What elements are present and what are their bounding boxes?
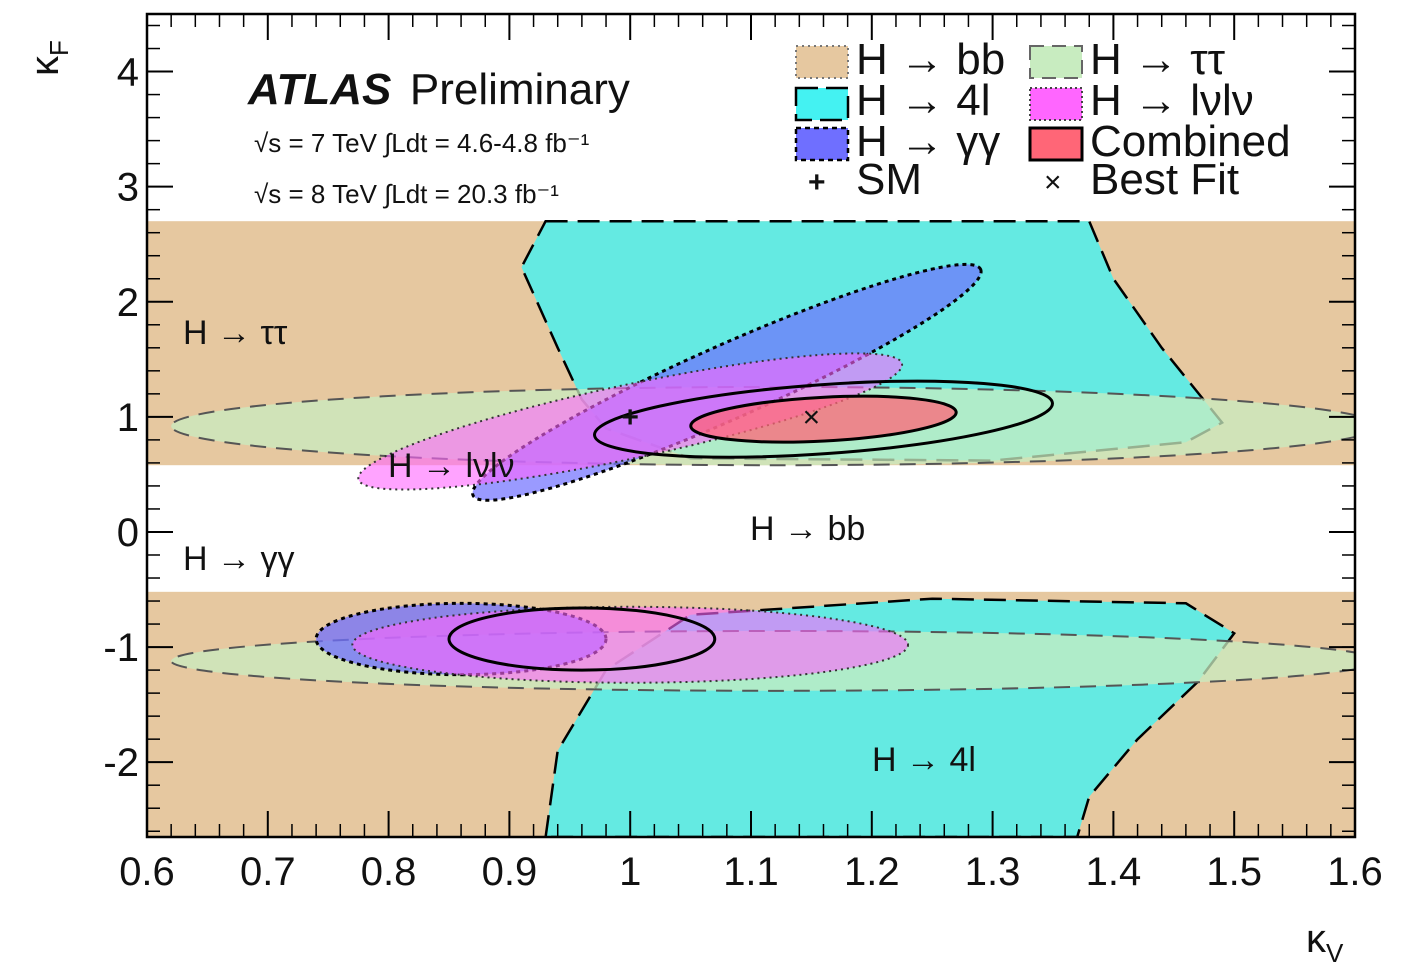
contour-combined-lower-95 (447, 606, 717, 672)
legend-swatch-lvlv (1029, 87, 1083, 121)
legend-swatch-4l (794, 86, 850, 122)
lumi-8tev: √s = 8 TeV ∫Ldt = 20.3 fb⁻¹ (254, 179, 559, 209)
contour-combined-upper-95 (593, 379, 1054, 459)
legend-swatch-gammagamma (794, 126, 850, 162)
axis-ticks: 0.6 0.7 0.8 0.9 1 1.1 1.2 1.3 1.4 1.5 1.6 -2 -1 0 1 2 3 4 (103, 14, 1383, 894)
y-axis-title: κF (23, 40, 74, 76)
legend-label-gammagamma: H → γγ (856, 117, 1000, 166)
region-label-lvlv: H → lνlν (388, 447, 515, 485)
atlas-header: ATLAS Preliminary (247, 65, 630, 114)
y-tick-label: 4 (117, 51, 139, 95)
legend-swatch-bb (795, 45, 849, 79)
status-label: Preliminary (410, 65, 630, 114)
y-tick-label: 3 (117, 166, 139, 210)
y-tick-label: -2 (103, 741, 139, 785)
lumi-7tev: √s = 7 TeV ∫Ldt = 4.6-4.8 fb⁻¹ (254, 128, 590, 158)
x-tick-label: 0.7 (240, 850, 296, 894)
legend-label-bb: H → bb (856, 35, 1005, 84)
x-axis-title-sub: V (1326, 938, 1344, 968)
contour-combined-upper-68 (689, 394, 958, 444)
marker-sm-point: + (621, 401, 639, 434)
legend-label-lvlv: H → lνlν (1090, 76, 1254, 125)
legend-marker-sm: + (808, 166, 826, 199)
y-tick-label: 0 (117, 511, 139, 555)
legend-label-bestfit: Best Fit (1090, 155, 1239, 204)
legend-label-tautau: H → ττ (1090, 35, 1226, 84)
legend: H → bb H → ττ H → 4l H → lνlν H → γγ Com… (794, 35, 1291, 204)
contour-lvlv-lower (351, 605, 910, 684)
legend-label-combined: Combined (1090, 117, 1291, 166)
marker-best-fit: × (803, 401, 821, 434)
experiment-label: ATLAS (247, 65, 391, 114)
x-tick-label: 1.1 (723, 850, 779, 894)
x-tick-label: 0.9 (482, 850, 538, 894)
x-tick-label: 1.2 (844, 850, 900, 894)
contour-regions: + × (147, 219, 1355, 837)
region-label-bb: H → bb (750, 510, 865, 548)
region-label-4l: H → 4l (872, 741, 976, 779)
region-label-gammagamma: H → γγ (183, 540, 294, 578)
legend-marker-bestfit: × (1044, 166, 1062, 199)
x-tick-label: 1.5 (1206, 850, 1262, 894)
y-tick-label: 1 (117, 396, 139, 440)
x-axis-title: κV (1306, 917, 1344, 968)
legend-label-4l: H → 4l (856, 76, 990, 125)
y-tick-label: -1 (103, 626, 139, 670)
y-axis-title-sub: F (44, 40, 74, 56)
x-tick-label: 1.4 (1086, 850, 1142, 894)
x-tick-label: 1.3 (965, 850, 1021, 894)
x-tick-label: 1 (619, 850, 641, 894)
x-tick-label: 0.8 (361, 850, 417, 894)
legend-swatch-tautau (1029, 45, 1083, 79)
y-tick-label: 2 (117, 281, 139, 325)
legend-label-sm: SM (856, 155, 922, 204)
x-tick-label: 1.6 (1327, 850, 1383, 894)
legend-swatch-combined (1028, 126, 1084, 162)
x-tick-label: 0.6 (119, 850, 175, 894)
contour-lvlv-upper (357, 352, 904, 491)
region-label-tautau: H → ττ (183, 314, 288, 352)
